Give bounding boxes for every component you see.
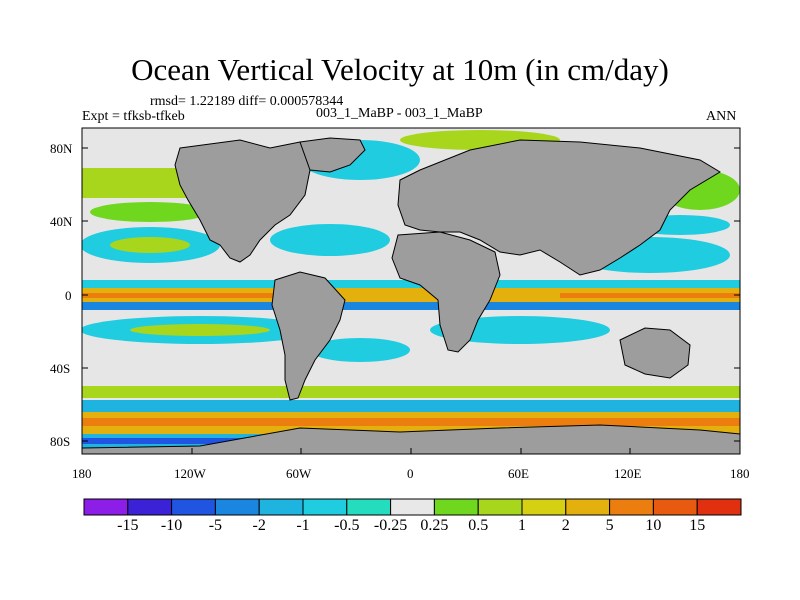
colorbar-label: -10 (160, 517, 183, 534)
lon-label-120e: 120E (614, 466, 642, 481)
lon-label-60e: 60E (508, 466, 529, 481)
lon-label-60w: 60W (286, 466, 312, 481)
season-label: ANN (706, 109, 737, 124)
colorbar-swatch-5 (258, 498, 304, 516)
colorbar (83, 498, 742, 516)
colorbar-label: -1 (296, 517, 310, 534)
colorbar-label: -0.5 (334, 517, 360, 534)
land-africa (391, 231, 501, 353)
lon-label-0: 0 (407, 466, 414, 481)
colorbar-label: 2 (561, 517, 570, 534)
colorbar-swatch-7 (346, 498, 392, 516)
colorbar-label: -0.25 (373, 517, 408, 534)
colorbar-swatch-15 (696, 498, 742, 516)
colorbar-swatch-10 (477, 498, 523, 516)
colorbar-label: 0.25 (420, 517, 449, 534)
colorbar-swatch-3 (171, 498, 216, 516)
stats-label: rmsd= 1.22189 diff= 0.000578344 (150, 94, 344, 109)
lon-label-120w: 120W (174, 466, 206, 481)
land-masses (82, 137, 740, 454)
colorbar-swatch-9 (433, 498, 479, 516)
expt-label: Expt = tfksb-tfkeb (82, 109, 185, 124)
land-australia (619, 327, 691, 379)
land-antarctica (82, 424, 740, 454)
map-panel (82, 128, 740, 454)
lat-label-40s: 40S (50, 361, 71, 376)
lon-label-180w: 180 (72, 466, 92, 481)
land-eurasia (397, 139, 721, 276)
ocean-field (82, 130, 740, 454)
axis-ticks (82, 147, 740, 454)
colorbar-label: 5 (605, 517, 614, 534)
lon-label-180e: 180 (730, 466, 750, 481)
colorbar-swatch-6 (302, 498, 348, 516)
lat-label-0: 0 (65, 288, 72, 303)
colorbar-label: 10 (645, 517, 662, 534)
colorbar-swatch-2 (127, 498, 173, 516)
colorbar-swatch-8 (390, 498, 435, 516)
colorbar-swatch-1 (83, 498, 129, 516)
land-south-america (271, 271, 346, 401)
lat-label-80s: 80S (50, 434, 71, 449)
case-label: 003_1_MaBP - 003_1_MaBP (316, 106, 483, 121)
colorbar-swatch-13 (609, 498, 654, 516)
colorbar-swatch-14 (652, 498, 698, 516)
colorbar-swatch-12 (565, 498, 611, 516)
colorbar-label: 0.5 (468, 517, 489, 534)
lat-label-80n: 80N (50, 141, 73, 156)
lat-label-40n: 40N (50, 214, 73, 229)
land-greenland (299, 137, 366, 173)
colorbar-label: 1 (518, 517, 526, 534)
colorbar-label: 15 (689, 517, 706, 534)
colorbar-label: -15 (117, 517, 139, 534)
colorbar-label: -2 (252, 517, 266, 534)
plot-title: Ocean Vertical Velocity at 10m (in cm/da… (131, 52, 669, 87)
colorbar-swatch-11 (521, 498, 567, 516)
colorbar-label: -5 (208, 517, 223, 534)
colorbar-swatch-4 (214, 498, 260, 516)
